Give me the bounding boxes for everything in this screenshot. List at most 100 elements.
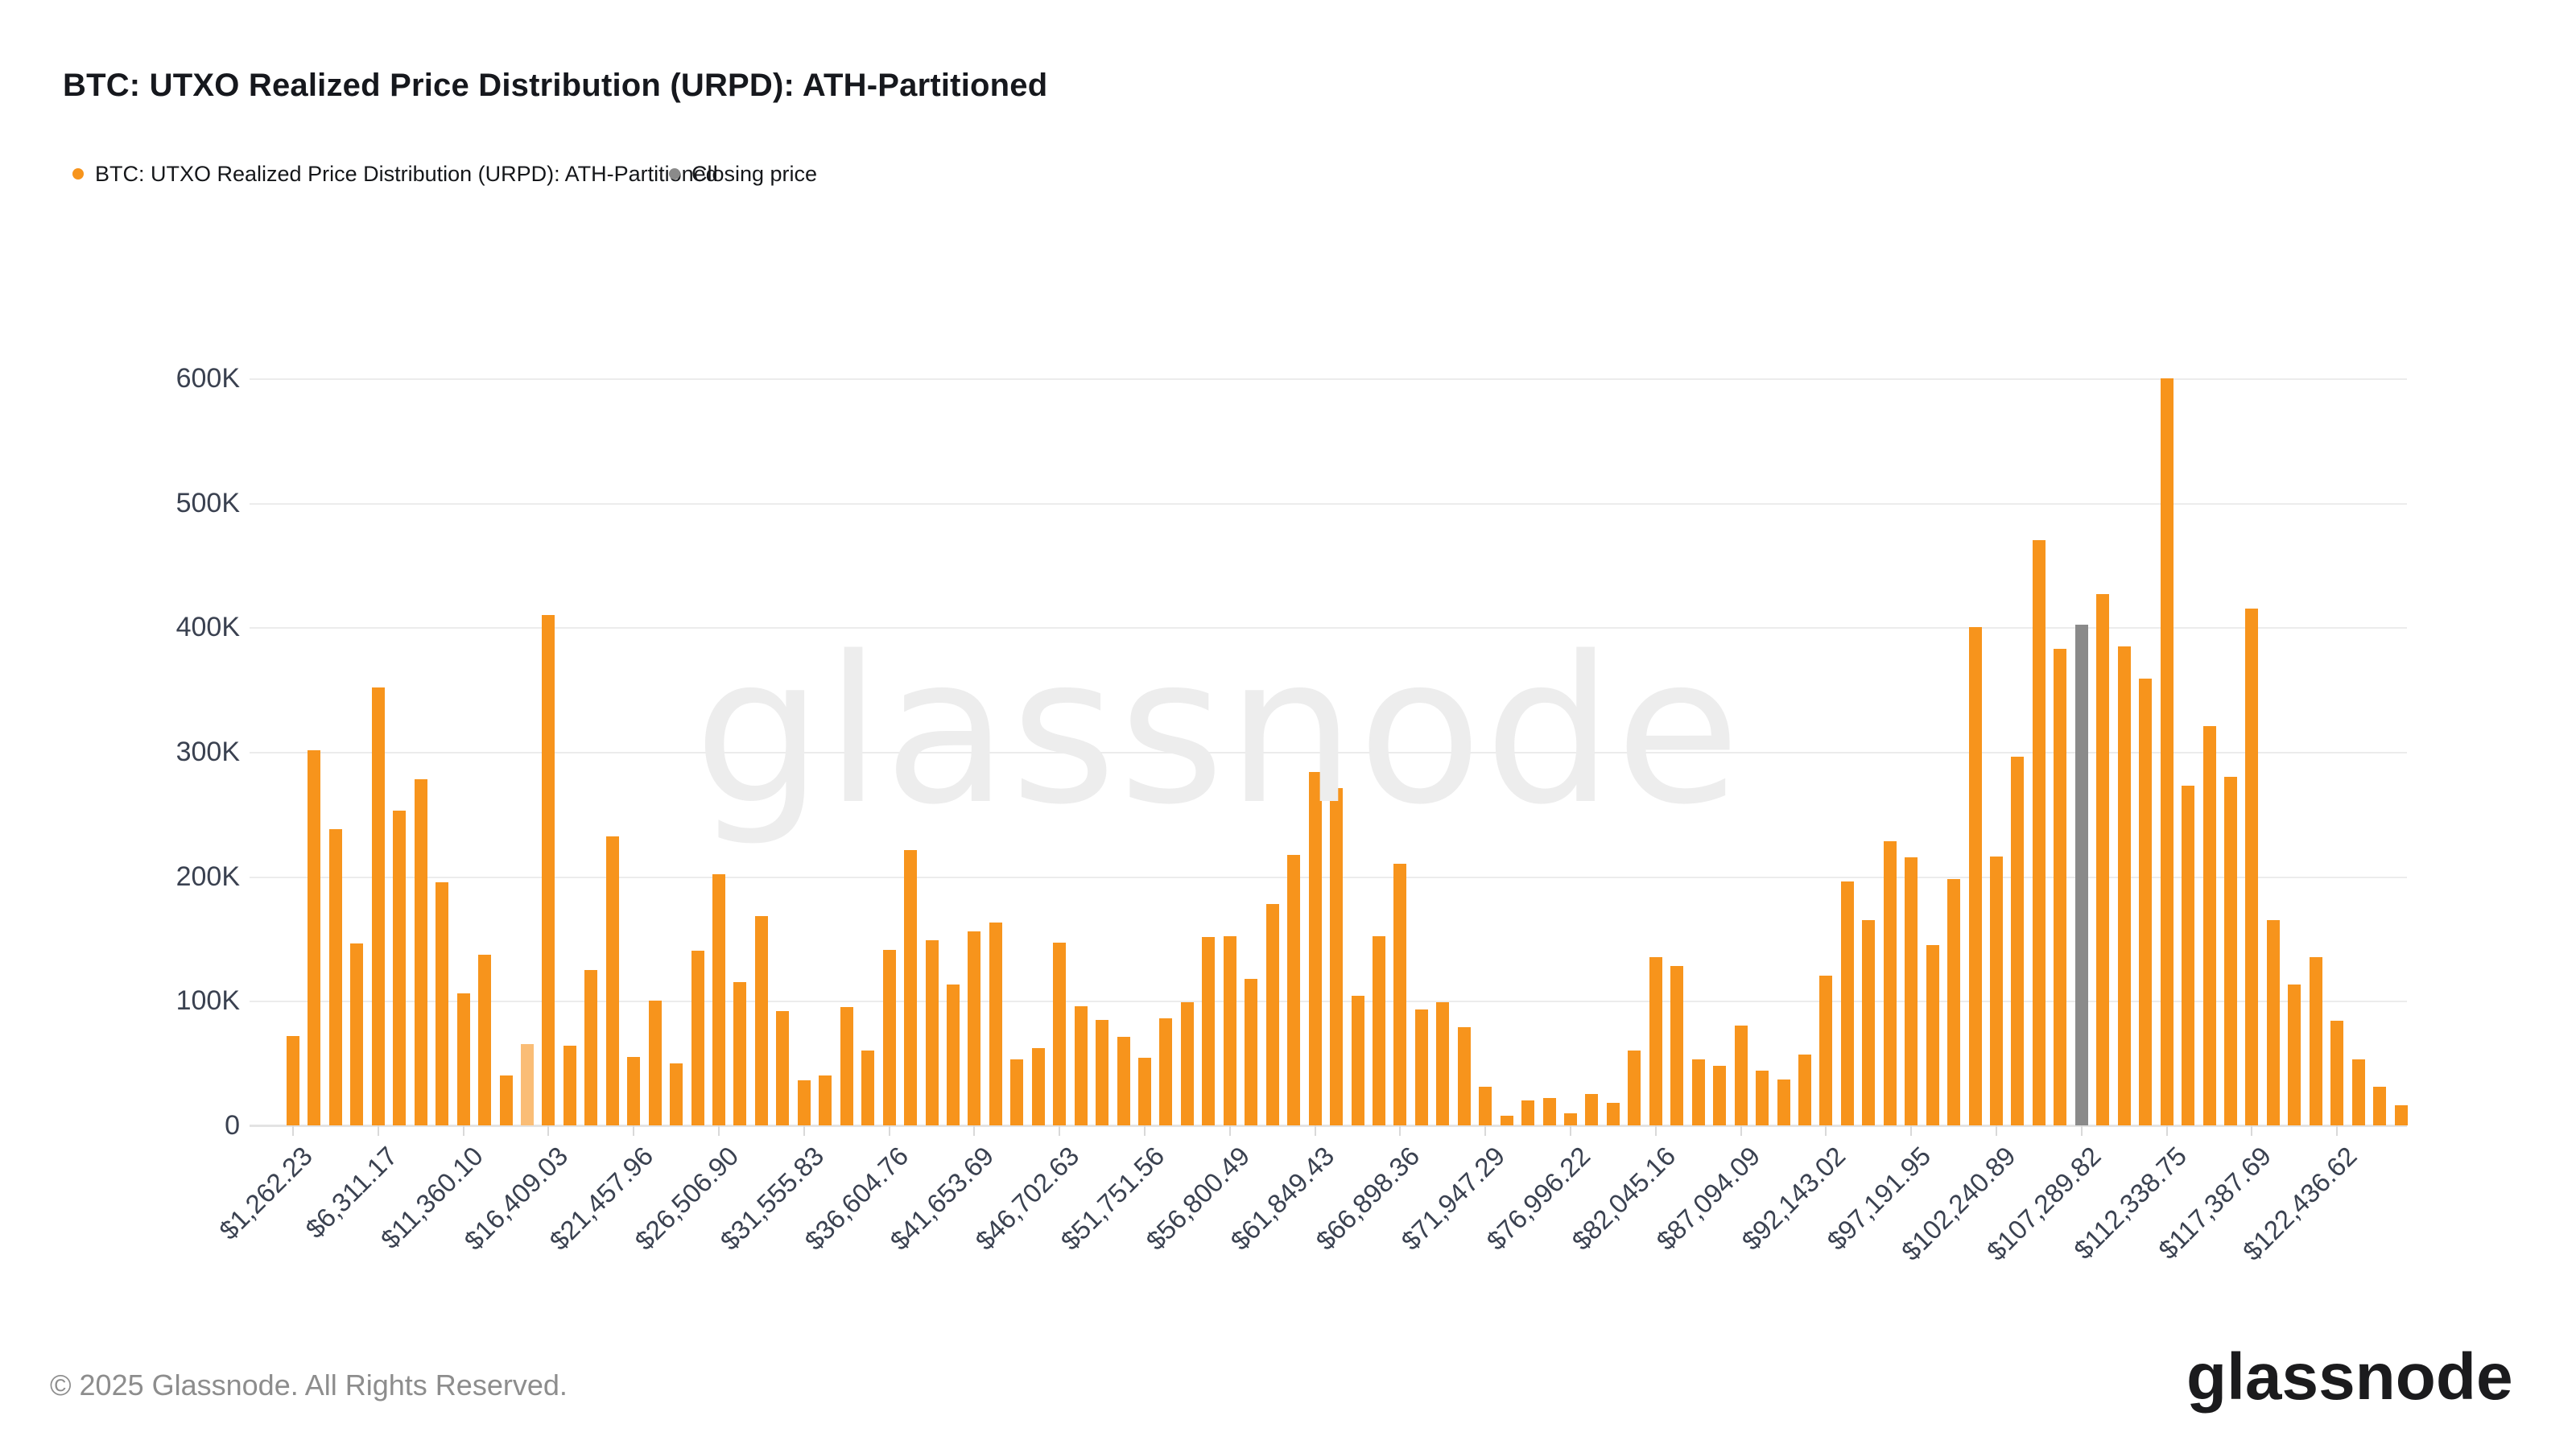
urpd-bar[interactable]	[797, 1080, 811, 1125]
urpd-bar[interactable]	[1947, 878, 1961, 1125]
urpd-bar[interactable]	[1819, 976, 1833, 1125]
urpd-bar[interactable]	[1606, 1103, 1620, 1125]
urpd-bar[interactable]	[2182, 785, 2195, 1125]
urpd-bar[interactable]	[350, 943, 364, 1125]
urpd-bar-light[interactable]	[520, 1044, 534, 1125]
urpd-bar[interactable]	[1500, 1115, 1513, 1125]
urpd-bar[interactable]	[2330, 1021, 2344, 1125]
urpd-bar[interactable]	[968, 931, 981, 1125]
urpd-bar[interactable]	[1968, 627, 1982, 1125]
urpd-bar[interactable]	[308, 750, 321, 1125]
urpd-bar[interactable]	[1777, 1079, 1790, 1125]
urpd-bar[interactable]	[1372, 935, 1385, 1125]
urpd-bar[interactable]	[733, 982, 747, 1125]
urpd-bar[interactable]	[2309, 957, 2322, 1125]
urpd-bar[interactable]	[648, 1001, 662, 1125]
legend-item-closing-price[interactable]: Closing price	[669, 158, 817, 190]
urpd-bar[interactable]	[1585, 1094, 1599, 1125]
urpd-bar[interactable]	[904, 850, 918, 1125]
urpd-bar[interactable]	[436, 882, 449, 1125]
urpd-bar[interactable]	[287, 1035, 299, 1125]
urpd-bar[interactable]	[584, 969, 598, 1125]
urpd-bar[interactable]	[1117, 1037, 1130, 1125]
urpd-bar[interactable]	[2096, 593, 2110, 1125]
urpd-bar[interactable]	[1245, 978, 1258, 1125]
closing-price-bar[interactable]	[2074, 625, 2088, 1125]
urpd-bar[interactable]	[1840, 881, 1854, 1125]
urpd-bar[interactable]	[1351, 996, 1364, 1125]
urpd-bar[interactable]	[2351, 1059, 2365, 1125]
urpd-bar[interactable]	[1649, 957, 1662, 1125]
urpd-bar[interactable]	[563, 1046, 576, 1125]
urpd-bar[interactable]	[414, 779, 427, 1125]
urpd-bar[interactable]	[2117, 646, 2131, 1125]
urpd-bar[interactable]	[1691, 1059, 1705, 1125]
urpd-bar[interactable]	[1883, 841, 1897, 1125]
urpd-bar[interactable]	[2223, 776, 2237, 1125]
urpd-bar[interactable]	[1010, 1059, 1024, 1125]
urpd-bar[interactable]	[1457, 1026, 1471, 1125]
urpd-bar[interactable]	[2202, 725, 2216, 1125]
urpd-bar[interactable]	[2160, 378, 2174, 1125]
urpd-bar[interactable]	[499, 1075, 513, 1125]
urpd-bar[interactable]	[946, 985, 960, 1125]
urpd-bar[interactable]	[1798, 1054, 1811, 1125]
urpd-bar[interactable]	[1521, 1100, 1535, 1125]
urpd-bar[interactable]	[670, 1063, 683, 1125]
urpd-bar[interactable]	[989, 922, 1002, 1125]
legend-item-urpd[interactable]: BTC: UTXO Realized Price Distribution (U…	[72, 158, 718, 190]
urpd-bar[interactable]	[1990, 856, 2003, 1125]
urpd-bar[interactable]	[1564, 1113, 1577, 1125]
urpd-bar[interactable]	[840, 1007, 853, 1125]
urpd-bar[interactable]	[1542, 1097, 1556, 1125]
urpd-bar[interactable]	[1905, 857, 1918, 1125]
urpd-bar[interactable]	[1713, 1065, 1727, 1125]
urpd-bar[interactable]	[1862, 919, 1876, 1125]
urpd-bar[interactable]	[2373, 1087, 2387, 1125]
urpd-bar[interactable]	[1308, 771, 1322, 1125]
urpd-bar[interactable]	[328, 828, 342, 1125]
urpd-bar[interactable]	[1265, 903, 1279, 1125]
urpd-bar[interactable]	[1031, 1048, 1045, 1125]
urpd-bar[interactable]	[2245, 609, 2259, 1125]
urpd-bar[interactable]	[371, 687, 385, 1125]
urpd-bar[interactable]	[776, 1010, 790, 1125]
urpd-bar[interactable]	[1223, 935, 1236, 1125]
urpd-bar[interactable]	[1926, 944, 1939, 1125]
urpd-bar[interactable]	[1479, 1087, 1492, 1125]
urpd-bar[interactable]	[1756, 1070, 1769, 1125]
urpd-bar[interactable]	[2011, 757, 2025, 1125]
urpd-bar[interactable]	[1287, 855, 1301, 1125]
urpd-bar[interactable]	[1628, 1051, 1641, 1125]
urpd-bar[interactable]	[542, 614, 555, 1125]
urpd-bar[interactable]	[2054, 648, 2067, 1125]
urpd-bar[interactable]	[861, 1051, 875, 1125]
urpd-bar[interactable]	[2288, 985, 2301, 1125]
urpd-bar[interactable]	[2032, 540, 2046, 1125]
urpd-bar[interactable]	[925, 939, 939, 1125]
urpd-bar[interactable]	[1074, 1005, 1088, 1125]
urpd-bar[interactable]	[605, 836, 619, 1125]
urpd-bar[interactable]	[754, 916, 768, 1125]
urpd-bar[interactable]	[1414, 1009, 1428, 1125]
urpd-bar[interactable]	[456, 993, 470, 1125]
urpd-bar[interactable]	[1159, 1018, 1173, 1125]
urpd-bar[interactable]	[2266, 919, 2280, 1125]
urpd-bar[interactable]	[1734, 1026, 1748, 1125]
urpd-bar[interactable]	[712, 873, 725, 1125]
urpd-bar[interactable]	[1330, 787, 1344, 1125]
urpd-bar[interactable]	[1436, 1001, 1450, 1125]
urpd-bar[interactable]	[1393, 864, 1407, 1125]
urpd-bar[interactable]	[627, 1056, 641, 1125]
urpd-bar[interactable]	[393, 810, 407, 1125]
urpd-bar[interactable]	[2139, 678, 2153, 1125]
urpd-bar[interactable]	[1053, 942, 1067, 1125]
urpd-bar[interactable]	[1202, 937, 1216, 1125]
urpd-bar[interactable]	[2394, 1105, 2408, 1125]
urpd-bar[interactable]	[1138, 1058, 1151, 1125]
urpd-bar[interactable]	[478, 955, 492, 1125]
urpd-bar[interactable]	[691, 951, 704, 1125]
urpd-bar[interactable]	[882, 949, 896, 1125]
urpd-bar[interactable]	[1180, 1001, 1194, 1125]
urpd-bar[interactable]	[1096, 1019, 1109, 1125]
